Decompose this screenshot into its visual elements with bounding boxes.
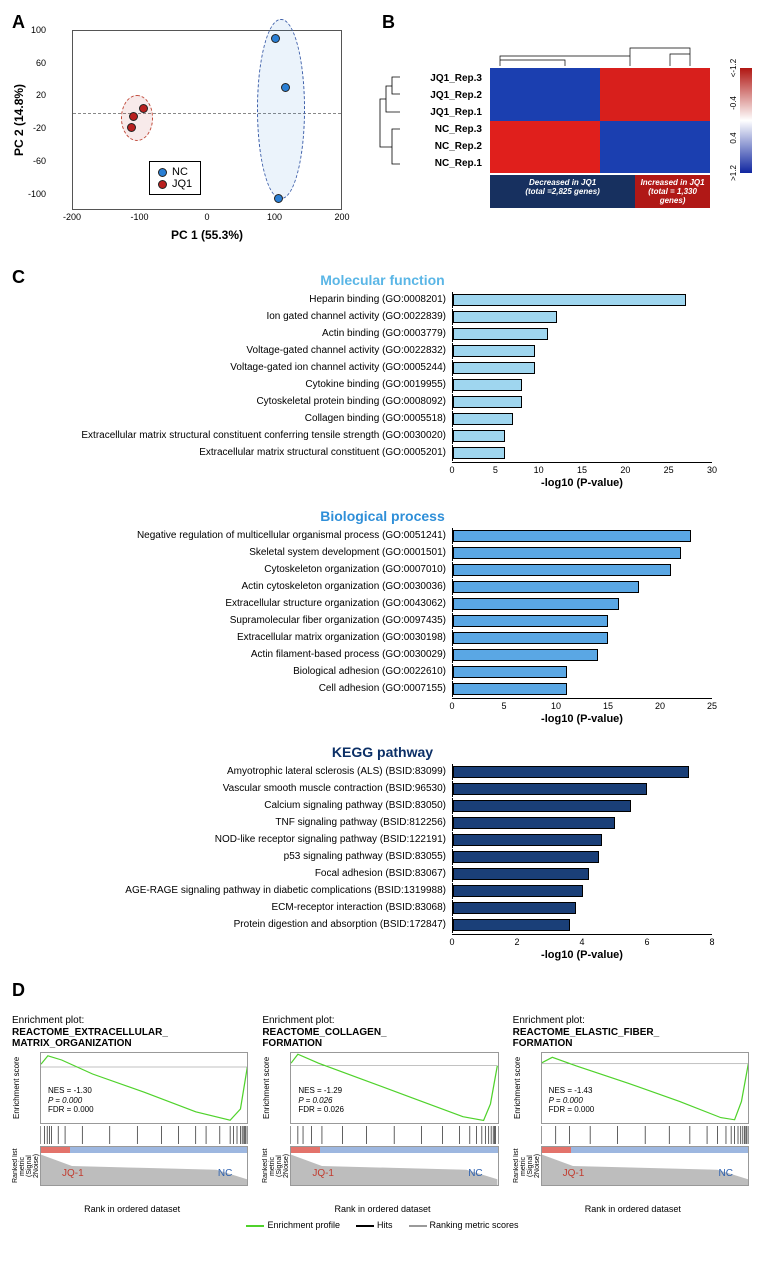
gsea-panel: Enrichment plot:REACTOME_EXTRACELLULAR_M… [12, 1015, 753, 1230]
heatmap-colorbar [740, 68, 752, 173]
panel-label-c: C [12, 267, 25, 288]
pca-ylabel: PC 2 (14.8%) [12, 30, 26, 210]
pca-legend: NCJQ1 [149, 161, 201, 195]
pca-xlabel: PC 1 (55.3%) [72, 228, 342, 242]
pca-plot: NCJQ1 [72, 30, 342, 210]
gsea-legend: Enrichment profileHitsRanking metric sco… [12, 1220, 753, 1230]
enrichment-panel: Molecular functionHeparin binding (GO:00… [12, 272, 753, 962]
heatmap [490, 68, 710, 173]
dendrogram-top-icon [490, 42, 710, 66]
figure: A B PC 2 (14.8%) -100-60-202060100 NCJQ1… [12, 12, 753, 1230]
heatmap-panel: JQ1_Rep.3JQ1_Rep.2JQ1_Rep.1NC_Rep.3NC_Re… [372, 12, 752, 232]
heatmap-sample-labels: JQ1_Rep.3JQ1_Rep.2JQ1_Rep.1NC_Rep.3NC_Re… [402, 70, 482, 172]
pca-panel: PC 2 (14.8%) -100-60-202060100 NCJQ1 -20… [12, 12, 362, 252]
dendrogram-left-icon [378, 68, 400, 173]
panel-label-d: D [12, 980, 753, 1001]
heatmap-bottom-labels: Decreased in JQ1(total =2,825 genes)Incr… [490, 175, 710, 208]
